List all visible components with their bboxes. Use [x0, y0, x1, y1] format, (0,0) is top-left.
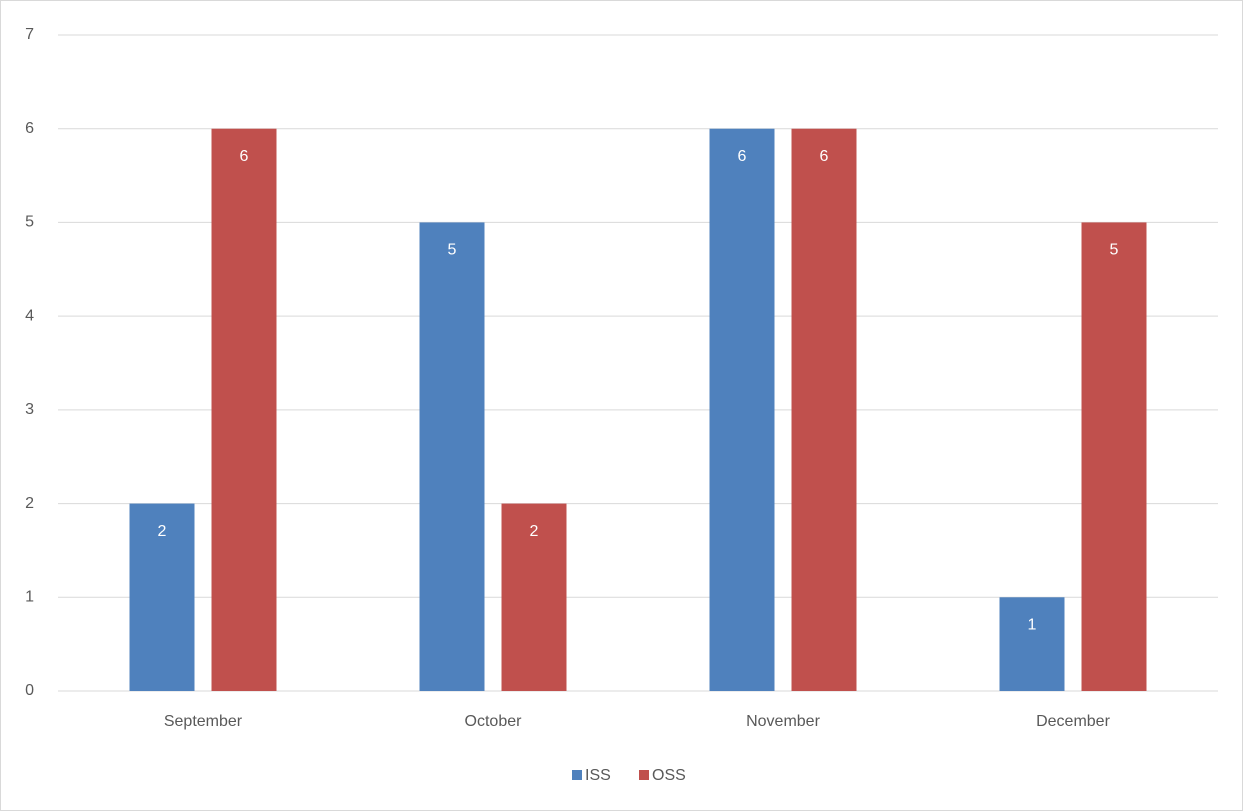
x-tick-label: October — [465, 713, 523, 730]
legend-label: ISS — [585, 767, 611, 784]
x-tick-label: December — [1036, 713, 1110, 730]
bar — [1081, 222, 1147, 691]
y-tick-label: 4 — [25, 307, 34, 324]
bar — [129, 503, 195, 691]
y-tick-label: 2 — [25, 495, 34, 512]
bar — [419, 222, 485, 691]
legend-swatch — [572, 770, 582, 780]
data-label: 6 — [240, 148, 249, 165]
data-label: 2 — [158, 523, 167, 540]
bar — [791, 128, 857, 691]
legend-swatch — [639, 770, 649, 780]
bar — [211, 128, 277, 691]
y-tick-label: 5 — [25, 214, 34, 231]
data-label: 6 — [738, 148, 747, 165]
data-label: 6 — [820, 148, 829, 165]
data-label: 5 — [448, 242, 457, 259]
data-label: 2 — [530, 523, 539, 540]
data-label: 1 — [1028, 617, 1037, 634]
bar — [709, 128, 775, 691]
y-tick-label: 1 — [25, 589, 34, 606]
x-tick-label: September — [164, 713, 243, 730]
y-tick-label: 7 — [25, 26, 34, 43]
y-tick-label: 6 — [25, 120, 34, 137]
legend-label: OSS — [652, 767, 686, 784]
bar — [501, 503, 567, 691]
y-tick-label: 0 — [25, 682, 34, 699]
bar — [999, 597, 1065, 691]
data-label: 5 — [1110, 242, 1119, 259]
x-tick-label: November — [746, 713, 820, 730]
y-tick-label: 3 — [25, 401, 34, 418]
